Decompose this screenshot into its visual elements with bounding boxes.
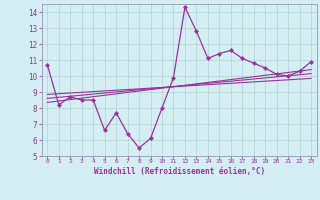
X-axis label: Windchill (Refroidissement éolien,°C): Windchill (Refroidissement éolien,°C)	[94, 167, 265, 176]
